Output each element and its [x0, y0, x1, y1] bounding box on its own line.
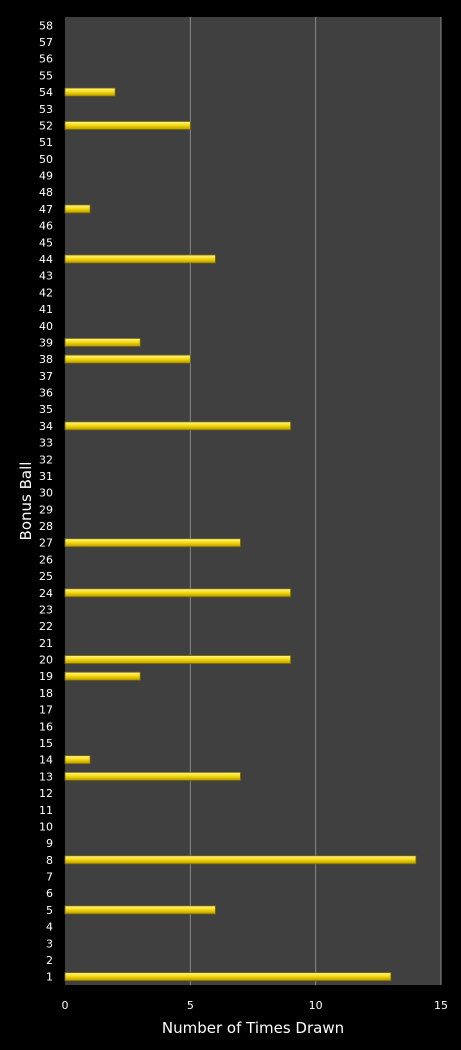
- y-tick-label-44: 44: [39, 253, 53, 266]
- y-tick-label-42: 42: [39, 286, 53, 299]
- y-tick-label-23: 23: [39, 603, 53, 616]
- bar-19: [64, 671, 141, 681]
- bar-24: [64, 588, 292, 598]
- y-tick-label-17: 17: [39, 704, 53, 717]
- y-tick-label-18: 18: [39, 687, 53, 700]
- bars: [64, 87, 417, 982]
- bar-1: [64, 972, 392, 982]
- y-tick-label-26: 26: [39, 553, 53, 566]
- y-tick-label-21: 21: [39, 637, 53, 650]
- y-tick-label-14: 14: [39, 754, 53, 767]
- y-tick-label-11: 11: [39, 804, 53, 817]
- y-tick-label-20: 20: [39, 654, 53, 667]
- y-tick-label-29: 29: [39, 503, 53, 516]
- y-tick-label-47: 47: [39, 203, 53, 216]
- y-tick-label-24: 24: [39, 587, 53, 600]
- y-tick-label-19: 19: [39, 670, 53, 683]
- bar-13: [64, 771, 241, 781]
- y-tick-label-6: 6: [46, 887, 53, 900]
- y-tick-label-31: 31: [39, 470, 53, 483]
- y-tick-label-52: 52: [39, 119, 53, 132]
- y-tick-label-57: 57: [39, 36, 53, 49]
- y-tick-label-37: 37: [39, 370, 53, 383]
- y-tick-label-48: 48: [39, 186, 53, 199]
- bar-38: [64, 354, 191, 364]
- y-tick-label-30: 30: [39, 487, 53, 500]
- y-tick-label-9: 9: [46, 837, 53, 850]
- y-tick-label-56: 56: [39, 53, 53, 66]
- y-tick-label-4: 4: [46, 921, 53, 934]
- y-tick-label-15: 15: [39, 737, 53, 750]
- x-tick-label-15: 15: [434, 999, 448, 1012]
- bar-27: [64, 538, 241, 548]
- y-tick-label-2: 2: [46, 954, 53, 967]
- y-tick-label-12: 12: [39, 787, 53, 800]
- y-tick-label-10: 10: [39, 820, 53, 833]
- y-tick-label-40: 40: [39, 320, 53, 333]
- y-tick-label-45: 45: [39, 236, 53, 249]
- plot-area: [65, 17, 441, 985]
- y-tick-label-22: 22: [39, 620, 53, 633]
- y-tick-label-34: 34: [39, 420, 53, 433]
- y-tick-label-41: 41: [39, 303, 53, 316]
- y-tick-label-50: 50: [39, 153, 53, 166]
- y-tick-label-3: 3: [46, 937, 53, 950]
- y-tick-label-16: 16: [39, 720, 53, 733]
- bar-14: [64, 755, 91, 765]
- x-tick-label-0: 0: [62, 999, 69, 1012]
- y-tick-label-51: 51: [39, 136, 53, 149]
- y-tick-label-58: 58: [39, 19, 53, 32]
- y-tick-label-43: 43: [39, 270, 53, 283]
- y-tick-label-55: 55: [39, 69, 53, 82]
- y-tick-label-32: 32: [39, 453, 53, 466]
- bar-5: [64, 905, 216, 915]
- y-tick-label-39: 39: [39, 336, 53, 349]
- y-tick-label-49: 49: [39, 170, 53, 183]
- bar-44: [64, 254, 216, 264]
- y-tick-label-33: 33: [39, 437, 53, 450]
- bar-52: [64, 121, 191, 130]
- y-tick-labels: 1234567891011121314151617181920212223242…: [39, 19, 53, 983]
- y-axis-title: Bonus Ball: [17, 462, 35, 541]
- x-axis-title: Number of Times Drawn: [162, 1019, 344, 1037]
- gridlines: [189, 17, 442, 985]
- y-tick-label-28: 28: [39, 520, 53, 533]
- x-tick-label-5: 5: [187, 999, 194, 1012]
- y-tick-label-7: 7: [46, 871, 53, 884]
- y-tick-label-25: 25: [39, 570, 53, 583]
- bar-34: [64, 421, 292, 431]
- y-tick-label-1: 1: [46, 971, 53, 984]
- y-tick-label-13: 13: [39, 770, 53, 783]
- x-tick-labels: 0 5 10 15: [62, 999, 449, 1012]
- y-tick-label-53: 53: [39, 103, 53, 116]
- y-tick-label-46: 46: [39, 220, 53, 233]
- x-tick-label-10: 10: [309, 999, 323, 1012]
- y-tick-label-36: 36: [39, 387, 53, 400]
- y-tick-label-5: 5: [46, 904, 53, 917]
- bar-20: [64, 655, 292, 664]
- y-tick-label-27: 27: [39, 537, 53, 550]
- y-tick-label-54: 54: [39, 86, 53, 99]
- y-tick-label-8: 8: [46, 854, 53, 867]
- bar-39: [64, 338, 141, 347]
- bar-54: [64, 87, 116, 97]
- bar-47: [64, 204, 91, 214]
- y-tick-label-38: 38: [39, 353, 53, 366]
- y-tick-label-35: 35: [39, 403, 53, 416]
- bar-8: [64, 855, 417, 865]
